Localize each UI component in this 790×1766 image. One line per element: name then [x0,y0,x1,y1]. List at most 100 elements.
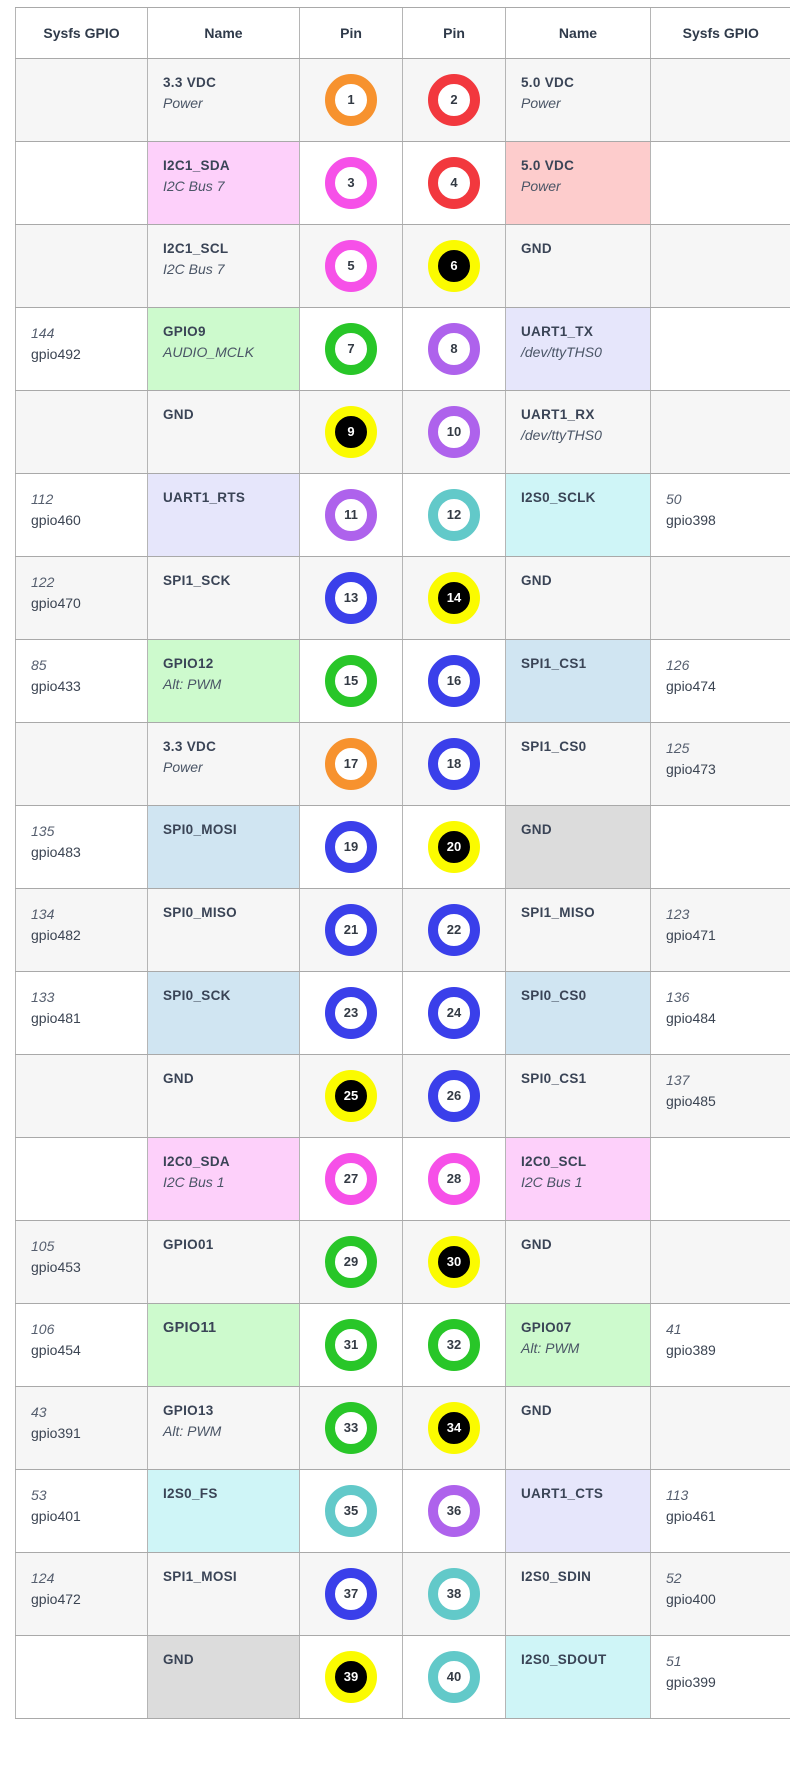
left-pin-name: GPIO9 [163,324,206,339]
left-sysfs-gpio: gpio483 [31,844,81,860]
right-pin-cell: 18 [402,722,506,806]
left-sysfs-cell: 105 gpio453 [15,1220,148,1304]
left-pin-name: 3.3 VDC [163,75,217,90]
right-name-cell: GND [505,1386,651,1470]
left-pin-cell: 23 [299,971,403,1055]
table-row: GND 25 26 SPI0_CS1 137 gpio485 [15,1054,790,1138]
left-name-cell: I2C1_SCL I2C Bus 7 [147,224,300,308]
right-pin-function: Power [521,95,561,111]
table-row: 134 gpio482 SPI0_MISO 21 22 SPI1_MISO 123 gpio4… [15,888,790,972]
left-name-cell: SPI0_SCK [147,971,300,1055]
right-pin-cell: 12 [402,473,506,557]
right-sysfs-gpio: gpio400 [666,1591,716,1607]
right-name-cell: GND [505,224,651,308]
right-name-cell: UART1_RX/dev/ttyTHS0 [505,390,651,474]
left-pin-name: I2S0_FS [163,1486,218,1501]
left-name-cell: SPI1_MOSI [147,1552,300,1636]
right-pin-cell: 16 [402,639,506,723]
pin-number-badge: 32 [428,1319,480,1371]
right-sysfs-gpio: gpio398 [666,512,716,528]
pin-number-badge: 37 [325,1568,377,1620]
left-sysfs-cell: 134 gpio482 [15,888,148,972]
right-pin-cell: 36 [402,1469,506,1553]
pin-number-badge: 40 [428,1651,480,1703]
pin-rows: 3.3 VDC Power 1 2 5.0 VDC Power I2C1_SDA I2C Bu… [15,58,790,1719]
right-name-cell: UART1_TX/dev/ttyTHS0 [505,307,651,391]
right-pin-name: UART1_RX [521,407,595,422]
pin-number-badge: 21 [325,904,377,956]
left-sysfs-gpio: gpio492 [31,346,81,362]
left-pin-name: SPI0_MISO [163,905,237,920]
right-name-cell: 5.0 VDC Power [505,141,651,225]
left-name-cell: I2S0_FS [147,1469,300,1553]
left-sysfs-cell [15,390,148,474]
left-sysfs-gpio: gpio470 [31,595,81,611]
pin-number-badge: 31 [325,1319,377,1371]
left-sysfs-cell [15,58,148,142]
table-row: 135 gpio483 SPI0_MOSI 19 20 GND [15,805,790,889]
right-sysfs-number: 41 [666,1321,682,1337]
pin-number-badge: 36 [428,1485,480,1537]
left-pin-function: Alt: PWM [163,676,222,692]
left-name-cell: GND [147,1635,300,1719]
right-pin-function: Alt: PWM [521,1340,580,1356]
right-sysfs-number: 136 [666,989,690,1005]
left-pin-cell: 25 [299,1054,403,1138]
left-sysfs-cell: 124 gpio472 [15,1552,148,1636]
left-sysfs-number: 112 [31,491,54,507]
right-pin-name: UART1_CTS [521,1486,604,1501]
table-row: 124 gpio472 SPI1_MOSI 37 38 I2S0_SDIN 52 gpio40… [15,1552,790,1636]
left-pin-name: GPIO12 [163,656,214,671]
right-pin-cell: 34 [402,1386,506,1470]
pin-number-badge: 2 [428,74,480,126]
left-name-cell: GPIO12 Alt: PWM [147,639,300,723]
pin-number-badge: 29 [325,1236,377,1288]
right-pin-name: GND [521,1237,552,1252]
right-sysfs-cell: 41 gpio389 [650,1303,790,1387]
right-sysfs-cell [650,307,790,391]
table-row: GND 9 10 UART1_RX/dev/ttyTHS0 [15,390,790,474]
pin-number-badge: 19 [325,821,377,873]
left-pin-cell: 39 [299,1635,403,1719]
right-pin-name: 5.0 VDC [521,158,575,173]
right-name-cell: GND [505,1220,651,1304]
right-pin-cell: 32 [402,1303,506,1387]
right-sysfs-cell [650,390,790,474]
pin-number-badge: 18 [428,738,480,790]
left-sysfs-gpio: gpio453 [31,1259,81,1275]
right-sysfs-gpio: gpio485 [666,1093,716,1109]
right-pin-name: SPI0_CS1 [521,1071,587,1086]
left-sysfs-cell [15,1137,148,1221]
left-pin-name: GND [163,407,194,422]
right-sysfs-cell [650,141,790,225]
right-sysfs-cell [650,1220,790,1304]
right-pin-cell: 20 [402,805,506,889]
right-sysfs-cell: 113 gpio461 [650,1469,790,1553]
pin-number-badge: 15 [325,655,377,707]
left-sysfs-cell: 85 gpio433 [15,639,148,723]
table-row: GND 39 40 I2S0_SDOUT 51 gpio399 [15,1635,790,1719]
gpio-pinout-table: Sysfs GPIO Name Pin Pin Name Sysfs GPIO … [15,7,790,1719]
left-pin-name: SPI1_MOSI [163,1569,237,1584]
header-right-pin: Pin [402,7,506,59]
pin-number-badge: 22 [428,904,480,956]
pin-number-badge: 11 [325,489,377,541]
right-name-cell: SPI1_CS1 [505,639,651,723]
left-pin-name: GPIO11 [163,1320,217,1336]
table-row: 112 gpio460 UART1_RTS 11 12 I2S0_SCLK 50 gpio39… [15,473,790,557]
left-sysfs-number: 105 [31,1238,55,1254]
right-name-cell: GND [505,805,651,889]
right-pin-name: 5.0 VDC [521,75,575,90]
right-sysfs-number: 126 [666,657,690,673]
right-name-cell: I2S0_SDOUT [505,1635,651,1719]
pin-number-badge: 9 [325,406,377,458]
left-sysfs-cell [15,141,148,225]
header-left-sysfs: Sysfs GPIO [15,7,148,59]
left-sysfs-number: 53 [31,1487,47,1503]
left-sysfs-number: 106 [31,1321,55,1337]
left-name-cell: GPIO01 [147,1220,300,1304]
left-sysfs-cell: 144 gpio492 [15,307,148,391]
right-sysfs-cell: 137 gpio485 [650,1054,790,1138]
right-sysfs-gpio: gpio474 [666,678,716,694]
right-pin-name: I2S0_SDOUT [521,1652,607,1667]
